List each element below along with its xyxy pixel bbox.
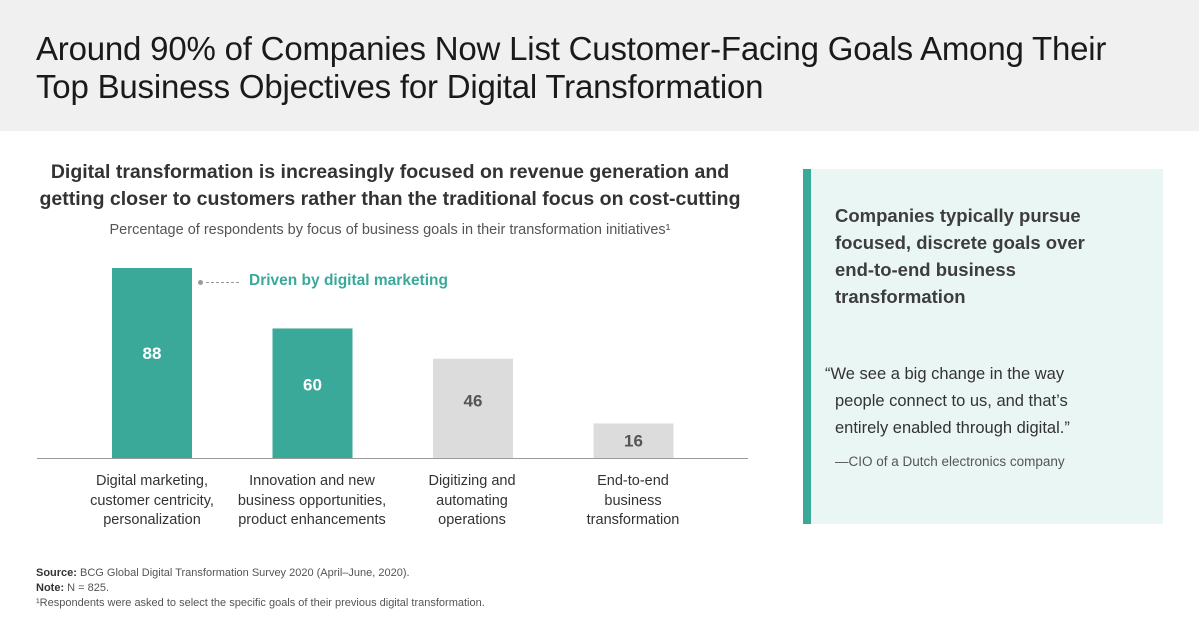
sample-note: Note: N = 825.	[36, 581, 485, 596]
category-label-digitizing: Digitizing and automating operations	[372, 472, 572, 531]
bar-1	[112, 268, 192, 458]
category-label-end-to-end: End-to-end business transformation	[533, 472, 733, 531]
category-label-line: Digital marketing,	[95, 473, 208, 489]
quote-line: “We see a big change in the way	[825, 365, 1065, 383]
category-label-line: Digitizing and	[428, 473, 516, 489]
category-label-line: automating	[436, 492, 508, 509]
quote-panel-heading: Companies typically pursue focused, disc…	[835, 202, 1155, 310]
bar-value-label-2: 60	[303, 376, 322, 395]
page-title-line1: Around 90% of Companies Now List Custome…	[36, 30, 1107, 67]
quote-heading-line: end-to-end business	[835, 259, 1016, 280]
quote-attribution: —CIO of a Dutch electronics company	[835, 454, 1065, 469]
bar-chart: 88 60 46 16	[37, 268, 748, 459]
quote-line: people connect to us, and that’s	[835, 392, 1068, 410]
note-label: Note:	[36, 582, 65, 594]
category-label-line: customer centricity,	[90, 492, 214, 509]
category-label-line: transformation	[586, 512, 680, 528]
annotation-label: Driven by digital marketing	[249, 272, 448, 289]
category-label-line: business	[604, 492, 662, 509]
bar-value-label-4: 16	[624, 432, 643, 451]
chart-heading-line1: Digital transformation is increasingly f…	[50, 161, 730, 183]
quote-panel: Companies typically pursue focused, disc…	[803, 169, 1163, 524]
bar-value-label-1: 88	[143, 344, 162, 363]
bar-4	[593, 423, 674, 458]
category-label-digital-marketing: Digital marketing, customer centricity, …	[52, 472, 252, 531]
category-label-line: Innovation and new	[249, 473, 375, 489]
bar-3	[433, 358, 513, 458]
quote-line: entirely enabled through digital.”	[835, 419, 1070, 437]
quote-text: “We see a big change in the way people c…	[825, 361, 1155, 442]
annotation-dashed-line	[206, 282, 239, 283]
page-title: Around 90% of Companies Now List Custome…	[36, 30, 1156, 106]
header-band: Around 90% of Companies Now List Custome…	[0, 0, 1199, 131]
category-label-line: operations	[438, 512, 506, 528]
category-label-line: product enhancements	[238, 512, 386, 528]
category-label-line: business opportunities,	[237, 492, 387, 509]
page-title-line2: Top Business Objectives for Digital Tran…	[36, 68, 764, 105]
chart-heading-line2: getting closer to customers rather than …	[39, 188, 741, 210]
bar-2	[272, 328, 353, 458]
source-note: Source: BCG Global Digital Transformatio…	[36, 566, 485, 581]
source-text: BCG Global Digital Transformation Survey…	[80, 567, 410, 579]
category-label-line: personalization	[103, 512, 201, 528]
quote-heading-line: Companies typically pursue	[835, 205, 1081, 226]
footnote-1: ¹Respondents were asked to select the sp…	[36, 597, 485, 609]
chart-subtitle: Percentage of respondents by focus of bu…	[109, 222, 671, 238]
footnotes: Source: BCG Global Digital Transformatio…	[36, 566, 485, 611]
note-text: N = 825.	[67, 582, 110, 594]
bar-value-label-3: 46	[464, 391, 483, 410]
chart-heading: Digital transformation is increasingly f…	[30, 159, 750, 213]
source-label: Source:	[36, 567, 77, 579]
category-label-line: End-to-end	[597, 473, 669, 489]
quote-heading-line: transformation	[835, 286, 966, 307]
category-label-innovation: Innovation and new business opportunitie…	[212, 472, 412, 531]
quote-heading-line: focused, discrete goals over	[835, 232, 1085, 253]
annotation-dot	[198, 280, 203, 285]
